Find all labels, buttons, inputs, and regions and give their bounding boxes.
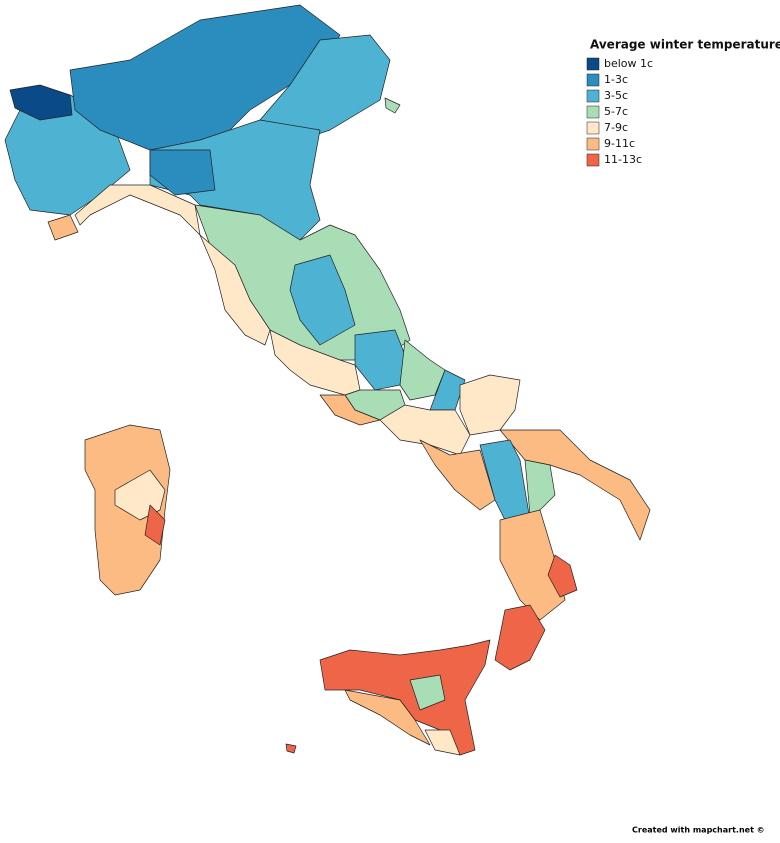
region	[344, 689, 431, 746]
legend-swatch	[586, 153, 600, 167]
region	[319, 639, 491, 756]
region	[499, 509, 566, 621]
legend-label: 1-3c	[604, 73, 628, 86]
credit: Created with mapchart.net ©	[632, 826, 765, 835]
region	[384, 97, 401, 114]
regions	[4, 4, 651, 756]
legend-label: 5-7c	[604, 105, 628, 118]
region	[424, 729, 461, 756]
region	[74, 184, 201, 236]
region	[494, 604, 546, 671]
region	[199, 234, 271, 346]
legend-swatch	[586, 121, 600, 135]
region	[547, 554, 578, 598]
region	[259, 34, 391, 141]
region	[69, 4, 341, 191]
legend-label: 7-9c	[604, 121, 628, 134]
region	[289, 254, 356, 346]
legend-swatch	[586, 137, 600, 151]
legend-label: 3-5c	[604, 89, 628, 102]
region	[47, 214, 79, 241]
region	[9, 84, 73, 121]
legend-label: 11-13c	[604, 153, 642, 166]
region	[419, 439, 496, 511]
region	[524, 459, 556, 516]
region	[409, 674, 446, 711]
region	[379, 404, 471, 456]
region	[144, 504, 166, 546]
legend-title: Average winter temperature	[590, 38, 780, 52]
legend-swatch	[586, 57, 600, 71]
region	[354, 329, 406, 391]
legend-swatch	[586, 89, 600, 103]
legend-label: below 1c	[604, 57, 653, 70]
legend-swatch	[586, 105, 600, 119]
legend-swatch	[586, 73, 600, 87]
region	[149, 149, 216, 196]
legend: below 1c 1-3c 3-5c 5-7c 7-9c 9-11c 11-13c	[586, 57, 653, 167]
legend-label: 9-11c	[604, 137, 635, 150]
region	[459, 374, 521, 436]
region	[285, 743, 297, 754]
region	[399, 339, 446, 401]
